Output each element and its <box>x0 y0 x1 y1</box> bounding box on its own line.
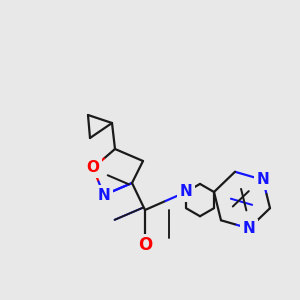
Text: O: O <box>138 236 152 254</box>
Text: N: N <box>180 184 192 200</box>
Text: N: N <box>243 221 255 236</box>
Text: O: O <box>86 160 100 175</box>
Text: N: N <box>256 172 269 188</box>
Text: N: N <box>98 188 110 202</box>
